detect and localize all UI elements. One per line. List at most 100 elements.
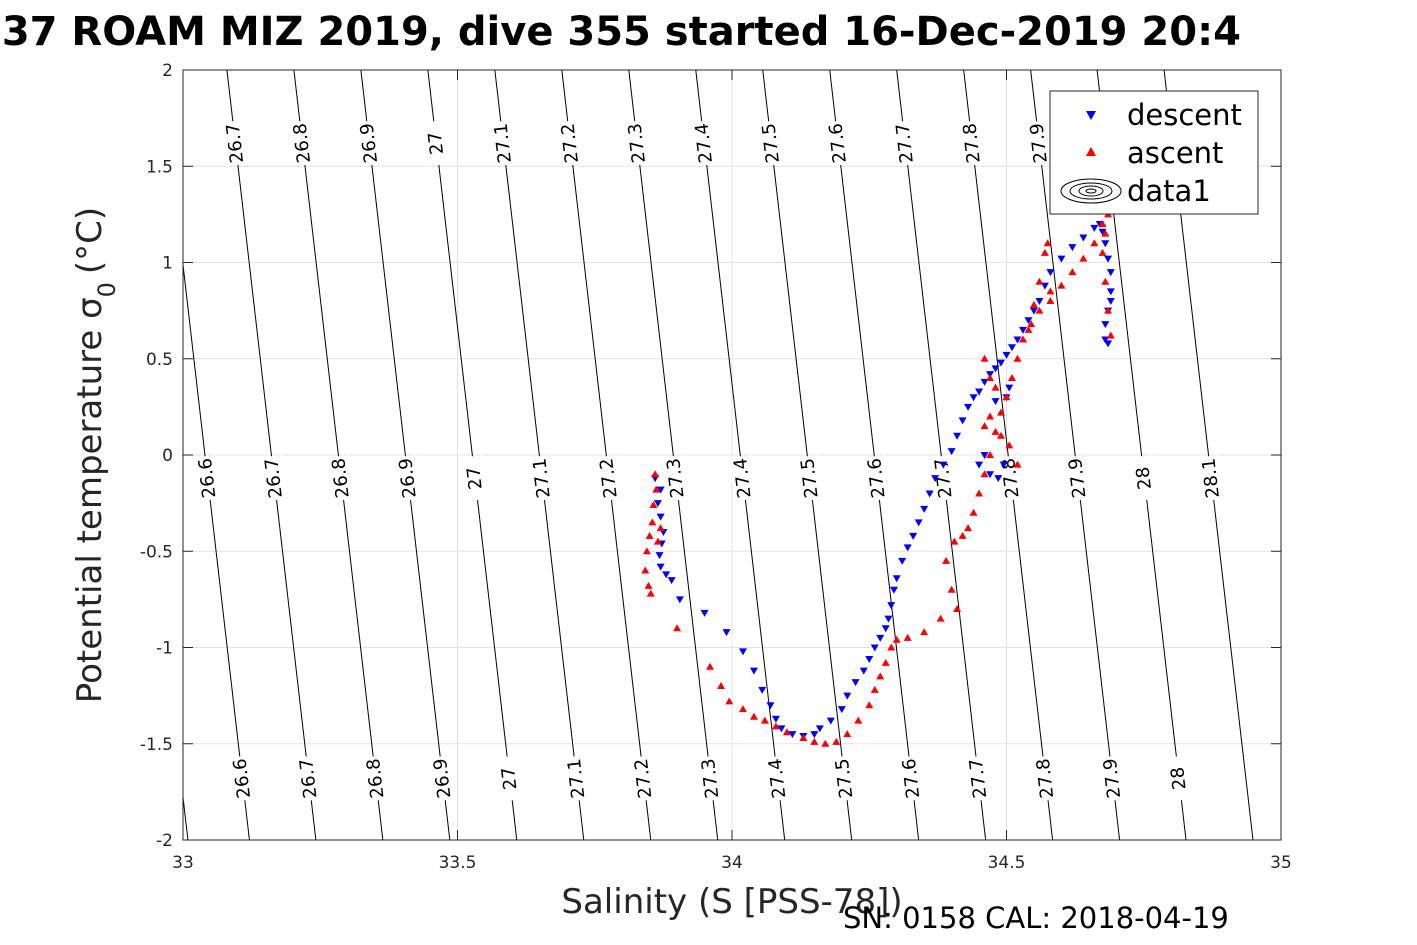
descent-point bbox=[969, 394, 978, 402]
descent-point bbox=[881, 625, 890, 633]
x-axis-ticks: 33 33.5 34 34.5 35 bbox=[172, 70, 1292, 873]
descent-point bbox=[1101, 240, 1110, 248]
isopycnal-label-text: 27.1 bbox=[529, 457, 554, 499]
isopycnal-label: 27.8 bbox=[1032, 755, 1059, 802]
ascent-point bbox=[997, 431, 1006, 439]
ascent-point bbox=[760, 716, 769, 724]
isopycnal-label: 26.8 bbox=[288, 120, 316, 167]
ascent-point bbox=[942, 556, 951, 564]
isopycnal-label-text: 27.7 bbox=[966, 757, 991, 799]
isopycnal-label: 27.9 bbox=[1099, 755, 1126, 802]
descent-point bbox=[887, 602, 896, 610]
isopycnal-label: 27.1 bbox=[528, 454, 556, 502]
descent-point bbox=[909, 532, 918, 540]
ascent-point bbox=[936, 614, 945, 622]
descent-point bbox=[1002, 351, 1011, 359]
ascent-point bbox=[645, 531, 654, 539]
isopycnal-label-text: 27.4 bbox=[691, 122, 716, 164]
descent-point bbox=[1101, 321, 1110, 329]
descent-point bbox=[991, 398, 1000, 406]
isopycnal-label-text: 26.6 bbox=[195, 457, 220, 499]
descent-point bbox=[1106, 269, 1115, 277]
isopycnal-label-text: 27.4 bbox=[730, 457, 755, 499]
isopycnal-label: 27.4 bbox=[729, 454, 757, 502]
ascent-point bbox=[1057, 281, 1066, 289]
descent-point bbox=[1104, 255, 1113, 263]
descent-point bbox=[975, 461, 984, 469]
isopycnal-label: 27.1 bbox=[563, 755, 591, 802]
descent-point bbox=[749, 667, 758, 675]
isopycnal-label: 27.9 bbox=[1064, 454, 1092, 502]
ascent-point bbox=[648, 518, 657, 526]
ascent-point bbox=[986, 451, 995, 458]
y-axis-label-sub: 0 bbox=[93, 282, 121, 297]
descent-point bbox=[1106, 288, 1115, 296]
isopycnal-label: 26.9 bbox=[429, 755, 457, 802]
descent-point bbox=[656, 513, 665, 521]
isopycnal-label-text: 26.6 bbox=[230, 757, 255, 799]
isopycnal-line bbox=[963, 70, 1054, 840]
isopycnal-label-text: 27.2 bbox=[631, 757, 656, 799]
descent-point bbox=[939, 461, 948, 469]
isopycnal-label: 27.3 bbox=[662, 454, 690, 502]
ascent-point bbox=[1027, 320, 1036, 328]
ascent-point bbox=[950, 537, 959, 545]
descent-point bbox=[843, 692, 852, 700]
y-axis-label-unit: (°C) bbox=[70, 207, 110, 274]
ascent-point bbox=[782, 728, 791, 736]
ascent-point bbox=[738, 705, 747, 713]
descent-point bbox=[884, 615, 893, 623]
descent-point bbox=[865, 656, 874, 664]
ascent-point bbox=[991, 427, 1000, 435]
isopycnal-contours bbox=[183, 70, 1254, 840]
isopycnal-label-text: 28 bbox=[1132, 466, 1155, 491]
isopycnal-line bbox=[293, 70, 384, 840]
ascent-point bbox=[810, 737, 819, 745]
isopycnal-line bbox=[226, 70, 317, 840]
isopycnal-label-text: 27.7 bbox=[892, 122, 917, 164]
descent-point bbox=[1007, 344, 1016, 352]
calibration-footer: SN: 0158 CAL: 2018-04-19 bbox=[843, 901, 1229, 935]
descent-point bbox=[1046, 269, 1055, 277]
ascent-point bbox=[920, 628, 929, 636]
isopycnal-label: 27.5 bbox=[796, 454, 824, 502]
isopycnal-label-text: 26.7 bbox=[223, 122, 248, 164]
ascent-point bbox=[1079, 254, 1088, 262]
isopycnal-line bbox=[762, 70, 853, 840]
ascent-point bbox=[1029, 300, 1038, 308]
isopycnal-label-text: 27.3 bbox=[663, 457, 688, 499]
descent-point bbox=[1098, 228, 1107, 236]
isopycnal-label: 27.3 bbox=[697, 755, 725, 802]
descent-point bbox=[889, 586, 898, 594]
isopycnal-label: 27 bbox=[422, 120, 450, 167]
y-axis-label: Potential temperature σ0 (°C) bbox=[70, 207, 121, 703]
ascent-point bbox=[975, 489, 984, 497]
descent-point bbox=[1090, 224, 1099, 232]
isopycnal-label: 28 bbox=[1165, 755, 1193, 802]
isopycnal-label: 26.6 bbox=[228, 755, 256, 802]
ascent-point bbox=[881, 658, 890, 666]
ascent-point bbox=[642, 547, 651, 555]
isopycnal-label-text: 26.8 bbox=[328, 457, 353, 499]
isopycnal-label: 27.1 bbox=[489, 120, 517, 167]
ascent-point bbox=[1043, 239, 1052, 247]
descent-point bbox=[788, 731, 797, 739]
y-axis-ticks: -2 -1.5 -1 -0.5 0 0.5 1 1.5 2 bbox=[140, 61, 1281, 851]
descent-point bbox=[655, 552, 664, 560]
isopycnal-label-text: 28.1 bbox=[1198, 457, 1223, 499]
isopycnal-line bbox=[561, 70, 652, 840]
ascent-point bbox=[771, 722, 780, 730]
legend: descent ascent data1 bbox=[1049, 90, 1259, 215]
ascent-point bbox=[706, 662, 715, 670]
isopycnal-label: 26.8 bbox=[362, 755, 390, 802]
descent-point bbox=[859, 667, 868, 675]
ascent-point bbox=[1018, 335, 1027, 343]
isopycnal-label-text: 27.6 bbox=[825, 122, 850, 164]
descent-point bbox=[826, 717, 835, 725]
descent-point bbox=[876, 634, 885, 642]
isopycnal-label: 27.2 bbox=[630, 755, 658, 802]
isopycnal-label-text: 27.1 bbox=[491, 122, 516, 164]
isopycnal-label: 27.8 bbox=[958, 120, 986, 167]
ascent-point bbox=[749, 712, 758, 720]
